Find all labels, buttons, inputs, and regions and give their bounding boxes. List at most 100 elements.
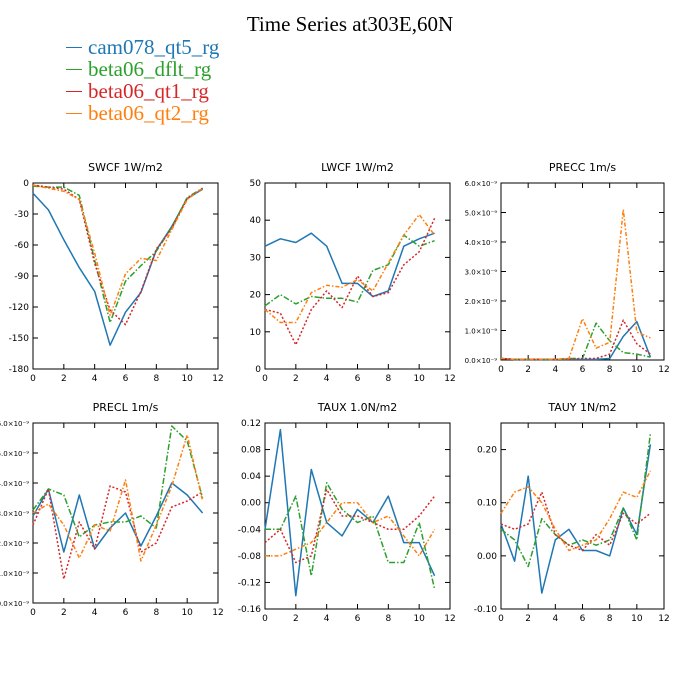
y-tick-label: 0.0×10⁻⁹	[0, 600, 29, 608]
x-tick-label: 4	[324, 614, 330, 624]
series-line	[32, 185, 203, 324]
series-line	[32, 482, 204, 553]
x-tick-label: 6	[355, 374, 361, 384]
x-tick-label: 0	[498, 365, 504, 375]
y-tick-label: 4.0×10⁻⁹	[465, 239, 498, 247]
y-tick-label: 0.00	[241, 499, 261, 509]
y-tick-label: 10	[250, 328, 262, 338]
x-tick-label: 0	[262, 614, 268, 624]
legend-label: cam078_qt5_rg	[88, 35, 220, 59]
y-tick-label: 4.0×10⁻⁹	[0, 480, 29, 488]
x-tick-label: 12	[212, 374, 223, 384]
series-line	[500, 470, 652, 552]
series-line	[32, 184, 204, 317]
x-tick-label: 12	[212, 608, 223, 618]
y-tick-label: 0	[23, 179, 29, 189]
x-tick-label: 4	[324, 374, 330, 384]
x-tick-label: 6	[580, 614, 586, 624]
y-tick-label: -0.10	[474, 605, 498, 615]
x-tick-label: 8	[153, 374, 159, 384]
series-line	[264, 217, 436, 346]
x-tick-label: 12	[444, 614, 455, 624]
y-tick-label: -0.08	[238, 552, 262, 562]
y-tick-label: -120	[9, 303, 30, 313]
legend-item: beta06_qt1_rg	[66, 80, 219, 102]
series-line	[32, 188, 203, 346]
x-tick-label: 4	[92, 608, 98, 618]
x-tick-label: 8	[385, 614, 391, 624]
x-tick-label: 10	[181, 608, 193, 618]
x-tick-label: 2	[293, 614, 299, 624]
series-line	[500, 322, 651, 361]
series-line	[32, 425, 204, 538]
series-line	[264, 213, 436, 324]
x-tick-label: 4	[552, 365, 558, 375]
series-line	[264, 232, 435, 298]
chart-panel: LWCF 1W/m2 0 2 4 6 8 10 12 0 10 20 30 40 50	[250, 161, 456, 384]
chart-panel: PRECC 1m/s 0 2 4 6 8 10 12 0.0×10⁻⁹ 1.0×10⁻⁹ 2.0×1…	[465, 161, 670, 375]
chart-panel: TAUY 1N/m2 0 2 4 6 8 10 12 -0.10 0.00 0.10 0.20	[474, 401, 670, 624]
series-line	[500, 208, 651, 361]
y-tick-label: 20	[250, 291, 262, 301]
y-tick-label: -0.16	[238, 605, 262, 615]
x-tick-label: 8	[153, 608, 159, 618]
x-tick-label: 10	[413, 614, 425, 624]
series-line	[32, 434, 204, 562]
y-tick-label: 0.12	[241, 419, 261, 429]
x-tick-label: 0	[262, 374, 268, 384]
y-tick-label: -30	[14, 210, 29, 220]
y-tick-label: 3.0×10⁻⁹	[465, 269, 498, 277]
chart-panel: SWCF 1W/m2 0 2 4 6 8 10 12 -180 -150 -120 -90 -60 -30…	[9, 161, 224, 384]
figure-title: Time Series at303E,60N	[246, 12, 454, 36]
plot-frame	[500, 182, 665, 361]
y-tick-label: 2.0×10⁻⁹	[465, 298, 498, 306]
y-tick-label: 40	[250, 216, 262, 226]
x-tick-label: 8	[607, 614, 613, 624]
x-tick-label: 0	[498, 614, 504, 624]
y-tick-label: -60	[14, 241, 29, 251]
y-tick-label: -180	[9, 365, 30, 375]
legend-swatch	[66, 90, 82, 92]
series-line	[500, 491, 651, 552]
chart-panel: PRECL 1m/s 0 2 4 6 8 10 12 0.0×10⁻⁹ 1.0×10⁻⁹ 2.0×1…	[0, 401, 224, 618]
y-tick-label: 6.0×10⁻⁹	[465, 180, 498, 188]
chart-title: PRECC 1m/s	[549, 161, 617, 174]
x-tick-label: 2	[525, 365, 531, 375]
x-tick-label: 0	[30, 374, 36, 384]
series-line	[265, 501, 436, 557]
y-tick-label: 5.0×10⁻⁹	[0, 450, 29, 458]
series-line	[32, 184, 204, 326]
x-tick-label: 2	[61, 374, 67, 384]
y-tick-label: -150	[9, 334, 30, 344]
y-tick-label: -0.12	[238, 578, 261, 588]
x-tick-label: 2	[525, 614, 531, 624]
legend-label: beta06_qt2_rg	[88, 101, 209, 125]
x-tick-label: 10	[631, 365, 643, 375]
y-tick-label: 0	[255, 365, 261, 375]
chart-title: TAUY 1N/m2	[547, 401, 616, 414]
chart-panel: TAUX 1.0N/m2 0 2 4 6 8 10 12 -0.16 -0.12 -0.08 -0.0…	[238, 401, 456, 624]
y-tick-label: 2.0×10⁻⁹	[0, 540, 29, 548]
x-tick-label: 10	[631, 614, 643, 624]
chart-title: PRECL 1m/s	[93, 401, 159, 414]
x-tick-label: 4	[92, 374, 98, 384]
legend-swatch	[66, 112, 82, 114]
x-tick-label: 12	[658, 614, 669, 624]
y-tick-label: -0.04	[238, 525, 262, 535]
y-tick-label: 0.00	[477, 552, 497, 562]
y-tick-label: 1.0×10⁻⁹	[0, 570, 29, 578]
y-tick-label: 0.10	[477, 499, 497, 509]
chart-title: TAUX 1.0N/m2	[317, 401, 398, 414]
y-tick-label: 50	[250, 179, 262, 189]
series-line	[264, 488, 436, 564]
y-tick-label: 1.0×10⁻⁹	[465, 328, 498, 336]
y-tick-label: -90	[14, 272, 29, 282]
x-tick-label: 8	[607, 365, 613, 375]
legend-item: cam078_qt5_rg	[66, 36, 219, 58]
y-tick-label: 5.0×10⁻⁹	[465, 210, 498, 218]
legend-item: beta06_dflt_rg	[66, 58, 219, 80]
x-tick-label: 6	[355, 614, 361, 624]
y-tick-label: 0.20	[477, 446, 497, 456]
y-tick-label: 30	[250, 253, 262, 263]
